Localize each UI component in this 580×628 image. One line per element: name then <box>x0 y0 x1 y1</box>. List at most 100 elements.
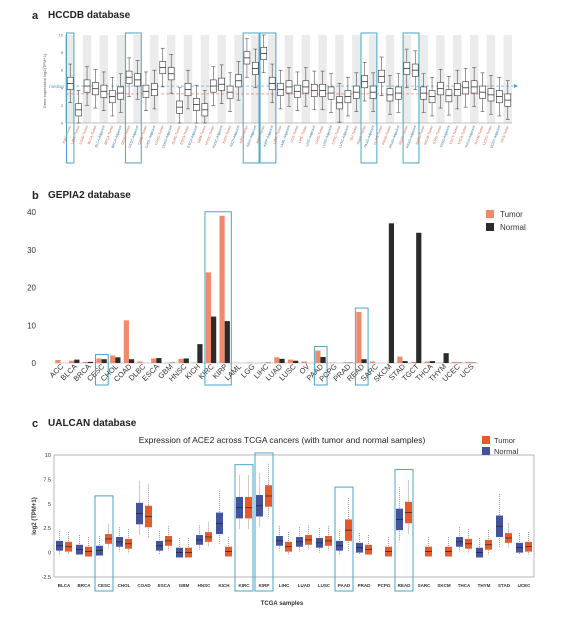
x-tick-label: LUAD-Tumor <box>78 124 89 145</box>
tumor-bar <box>82 361 88 363</box>
normal-bar <box>183 358 189 363</box>
y-tick-label: 6 <box>61 68 64 73</box>
x-tick-label: KIRC-Adjacent <box>246 125 257 147</box>
x-tick-label: READ <box>398 583 412 588</box>
chart-title: Expression of ACE2 across TCGA cancers (… <box>139 435 426 445</box>
tumor-bar <box>96 358 102 363</box>
x-tick-label: BLCA-Tumor <box>87 124 98 145</box>
x-tick-label: ESCA-Tumor <box>179 124 190 145</box>
x-tick-label: STAD-Adjacent <box>439 125 451 148</box>
panel-c-letter: c <box>32 418 39 430</box>
x-tick-label: PAAD-Adjacent <box>363 125 375 148</box>
legend-tumor-label: Tumor <box>494 436 516 445</box>
highlight-box <box>354 307 369 386</box>
y-tick-label: 0 <box>32 359 37 368</box>
x-tick-label: PAAD-Tumor <box>356 124 367 145</box>
y-tick-label: 7.5 <box>43 477 51 483</box>
legend-tumor-swatch <box>486 210 494 218</box>
x-tick-label: LIHC-Adjacent <box>305 125 316 147</box>
highlight-box <box>95 353 109 386</box>
highlight-box <box>254 452 274 592</box>
x-tick-label: LAML-Tumor <box>272 124 283 145</box>
tumor-bar <box>55 359 61 363</box>
tumor-bar <box>410 361 417 363</box>
highlight-box <box>234 464 254 592</box>
x-tick-label: UCEC <box>518 583 532 588</box>
x-tick-label: LUAD <box>298 583 311 588</box>
x-tick-label: THCA <box>458 583 471 588</box>
legend-normal-swatch <box>482 447 490 455</box>
normal-bar <box>101 359 107 363</box>
normal-bar <box>388 223 395 363</box>
x-tick-label: HNSC-Adjacent <box>212 125 224 149</box>
tumor-bar <box>137 361 143 363</box>
tumor-bar <box>287 359 294 363</box>
x-tick-label: LUSC-Adjacent <box>338 125 350 148</box>
normal-bar <box>74 359 80 363</box>
legend-normal-label: Normal <box>500 223 526 232</box>
normal-bar <box>279 358 285 363</box>
y-tick-label: 4 <box>61 85 64 90</box>
x-tick-label: PCPG-Tumor <box>373 124 384 145</box>
y-tick-label: 20 <box>27 284 36 293</box>
highlight-box <box>259 32 277 164</box>
normal-bar <box>128 359 135 363</box>
legend-normal-label: Normal <box>494 447 519 456</box>
y-tick-label: 10 <box>27 321 36 330</box>
background-stripe <box>335 35 344 123</box>
x-tick-label: KICH <box>219 583 230 588</box>
panel-b-letter: b <box>32 190 39 202</box>
x-axis-label: TCGA samples <box>261 601 304 607</box>
highlight-box <box>66 32 75 164</box>
x-tick-label: KIRP-Adjacent <box>263 125 274 147</box>
x-tick-label: OV-Tumor <box>349 124 358 141</box>
x-tick-label: SKCM-Tumor <box>423 124 434 146</box>
normal-bar <box>197 344 203 363</box>
x-tick-label: KIRP <box>259 583 270 588</box>
x-tick-label: CHOL <box>118 583 131 588</box>
x-tick-label: ESCA <box>158 583 171 588</box>
plot-frame <box>53 454 535 578</box>
background-stripe <box>200 35 210 123</box>
x-tick-label: BRCA-Tumor <box>104 124 115 145</box>
x-tick-label: CESC-Adjacent <box>128 125 140 149</box>
x-tick-label: PRAD-Tumor <box>381 124 392 145</box>
x-tick-label: CHOL-Adjacent <box>144 125 156 149</box>
x-tick-label: UCEC-Adjacent <box>489 125 501 149</box>
x-tick-label: SARC <box>418 583 432 588</box>
panel-a-title: HCCDB database <box>48 10 131 21</box>
x-tick-label: LUAD-Adjacent <box>321 125 333 148</box>
y-tick-label: 10 <box>59 33 64 38</box>
tumor-bar <box>465 361 471 363</box>
tumor-bar <box>424 361 430 363</box>
x-tick-label: LGG-Tumor <box>289 124 299 143</box>
x-tick-label: TGCT-Tumor <box>449 124 460 145</box>
x-tick-label: UCEC-Tumor <box>482 124 493 145</box>
x-tick-label: THCA-Adjacent <box>464 125 476 149</box>
x-tick-label: BRCA-Adjacent <box>111 125 123 149</box>
tumor-bar <box>205 272 212 363</box>
x-tick-label: THYM <box>478 583 491 588</box>
tumor-bar <box>342 362 348 363</box>
normal-bar <box>320 356 326 363</box>
tumor-bar <box>356 312 362 363</box>
x-tick-label: LAML-Adjacent <box>279 125 291 148</box>
tumor-bar <box>110 355 116 363</box>
panel-b-title: GEPIA2 database <box>48 190 131 201</box>
normal-bar <box>211 316 217 363</box>
x-tick-label: STAD-Tumor <box>432 124 443 145</box>
x-tick-label: LAML-Tumor <box>70 124 81 145</box>
highlight-box <box>242 32 260 164</box>
normal-bar <box>402 361 408 363</box>
normal-bar <box>115 357 121 363</box>
normal-bar <box>443 353 449 363</box>
y-tick-label: 0 <box>48 551 51 557</box>
y-tick-label: 10 <box>45 453 51 459</box>
x-tick-label: CESC <box>98 583 111 588</box>
highlight-box <box>402 32 420 164</box>
x-tick-label: THCA-Tumor <box>457 124 468 145</box>
x-tick-label: STAD <box>498 583 511 588</box>
background-stripe <box>503 35 512 123</box>
x-tick-label: KIRC-Tumor <box>62 124 73 144</box>
x-tick-label: THYM-Tumor <box>474 124 485 145</box>
